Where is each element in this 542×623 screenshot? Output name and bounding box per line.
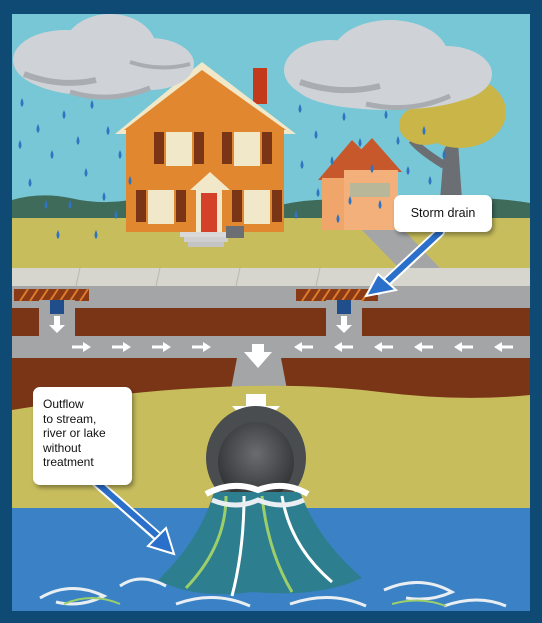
pipe-flow-arrows [72,342,513,352]
outflow-plume [158,482,362,597]
sidewalk [12,268,530,286]
raindrop-icon [90,100,94,109]
raindrop-icon [358,138,362,147]
flow-arrow-icon [294,342,313,352]
outflow-label-line: without [43,440,82,455]
raindrop-icon [342,112,346,121]
raindrop-icon [336,214,340,223]
outflow-label-line: treatment [43,455,94,469]
rainfall [18,98,446,239]
storm-sewer-pipe [12,336,530,358]
raindrop-icon [76,136,80,145]
raindrop-icon [314,130,318,139]
flow-arrow-icon [494,342,513,352]
house-icon [115,62,296,247]
storm-drain-label: Storm drain [410,206,476,220]
raindrop-icon [422,126,426,135]
cloud-icon [284,20,492,111]
outflow-label-line: Outflow [43,397,84,411]
outflow-label-line: to stream, [43,411,97,426]
outflow-callout: Outflow to stream, river or lake without… [33,387,132,485]
raindrop-icon [18,140,22,149]
flow-arrow-icon [192,342,211,352]
raindrop-icon [44,200,48,209]
street [12,286,530,308]
raindrop-icon [114,210,118,219]
flow-arrow-icon [112,342,131,352]
cloud-icon [13,14,194,100]
raindrop-icon [300,160,304,169]
raindrop-icon [370,164,374,173]
raindrop-icon [428,176,432,185]
sidewalk-joints [75,267,321,287]
raindrop-icon [406,166,410,175]
raindrop-icon [68,200,72,209]
raindrop-icon [28,178,32,187]
raindrop-icon [56,230,60,239]
raindrop-icon [378,200,382,209]
flow-arrow-icon [152,342,171,352]
raindrop-icon [298,104,302,113]
callout-arrow [364,227,445,298]
water-ripples [63,597,447,607]
raindrop-icon [94,230,98,239]
raindrop-icon [62,110,66,119]
raindrop-icon [118,150,122,159]
storm-grate-icon [296,288,378,302]
raindrop-icon [294,210,298,219]
raindrop-icon [102,192,106,201]
flow-arrow-icon [454,342,473,352]
raindrop-icon [20,98,24,107]
raindrop-icon [316,188,320,197]
raindrop-icon [128,176,132,185]
inlet-opening [337,300,351,314]
raindrop-icon [106,126,110,135]
water-ripples [39,577,507,608]
raindrop-icon [442,150,446,159]
flow-arrow-icon [49,316,352,333]
raindrop-icon [36,124,40,133]
raindrop-icon [84,168,88,177]
raindrop-icon [348,196,352,205]
outflow-label-line: river or lake [43,426,106,440]
raindrop-icon [396,136,400,145]
storm-grate-icon [14,288,89,302]
inlet-opening [50,300,64,314]
flow-arrow-icon [374,342,393,352]
raindrop-icon [330,156,334,165]
raindrop-icon [50,150,54,159]
raindrop-icon [384,110,388,119]
flow-arrow-icon [72,342,91,352]
flow-arrow-icon [334,342,353,352]
callout-arrow [91,477,176,556]
flow-arrow-icon [414,342,433,352]
storm-drain-callout: Storm drain [394,195,492,232]
